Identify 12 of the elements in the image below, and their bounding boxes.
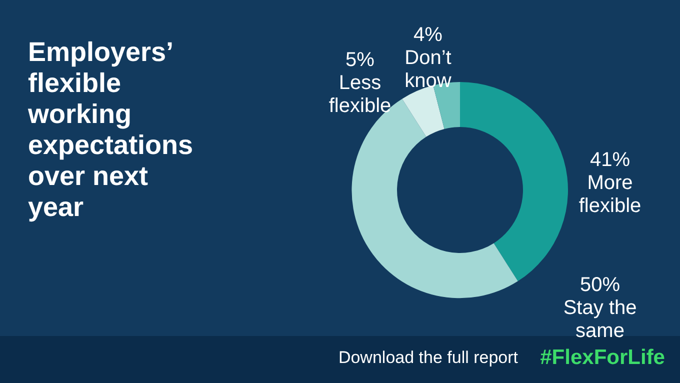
data-label: 41% <box>590 149 630 171</box>
donut-slice <box>460 82 568 282</box>
data-label: 4% <box>414 24 443 46</box>
slice-label: More flexible <box>578 172 642 217</box>
text: #FlexForLife <box>540 346 665 369</box>
text: Download the full report <box>338 348 518 367</box>
slice-label: Less flexible <box>328 72 392 117</box>
slice-label: Stay the same <box>563 297 637 342</box>
data-label: 50% <box>580 274 620 296</box>
data-label: 5% <box>346 49 375 71</box>
slice-label: Don’t know <box>404 47 452 92</box>
text: Employers’ flexible working expectations over next year <box>27 37 194 222</box>
